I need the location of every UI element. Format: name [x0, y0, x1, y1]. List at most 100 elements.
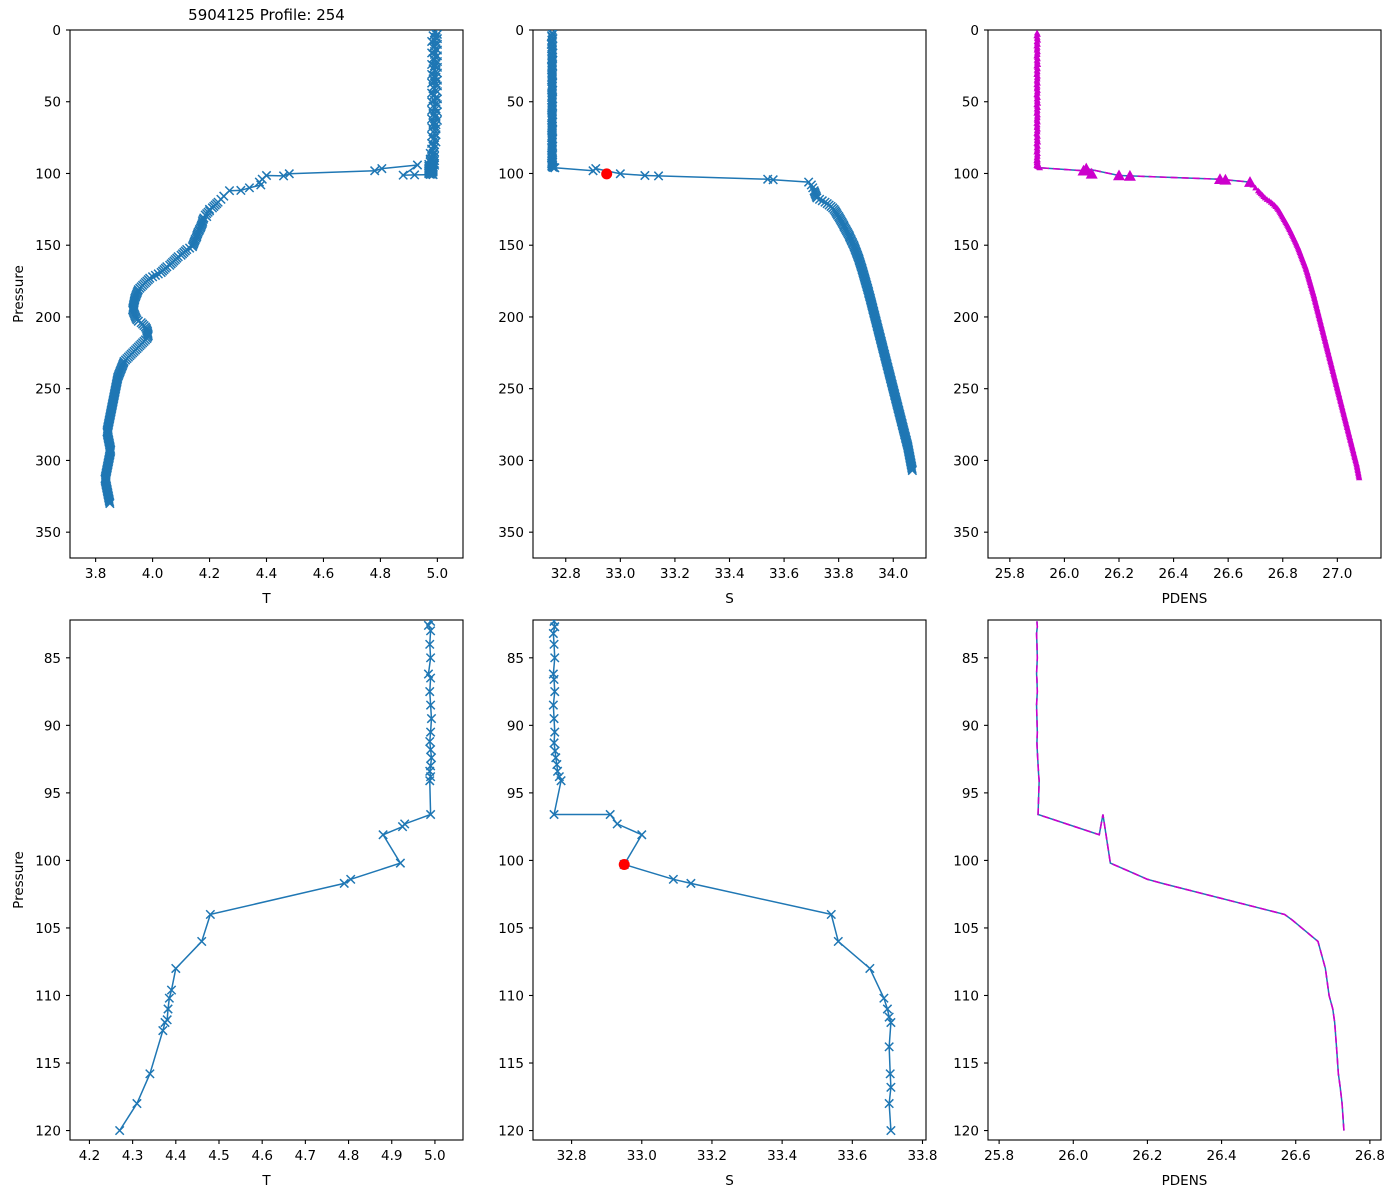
x-tick-label: 33.2 — [660, 566, 690, 582]
y-tick-label: 95 — [44, 786, 61, 802]
data-marker-x — [812, 193, 822, 203]
data-marker-x — [817, 196, 828, 206]
y-tick-label: 150 — [35, 238, 61, 254]
data-marker-triangle — [1036, 164, 1044, 171]
y-axis-label: Pressure — [11, 851, 27, 909]
data-marker-x — [187, 241, 198, 252]
data-marker-triangle — [1219, 173, 1232, 185]
data-marker-x — [884, 1098, 894, 1109]
data-marker-x — [886, 1017, 896, 1028]
data-marker-x — [345, 874, 356, 885]
data-marker-x — [114, 1125, 125, 1136]
data-marker-x — [768, 175, 778, 185]
y-tick-label: 200 — [953, 310, 979, 326]
x-tick-label: 33.4 — [767, 1148, 797, 1164]
data-marker-x — [653, 171, 664, 181]
flagged-point-marker — [601, 168, 613, 180]
data-marker-x — [104, 495, 115, 506]
data-marker-x — [369, 166, 380, 176]
axes-frame — [532, 619, 927, 1141]
y-tick-label: 350 — [953, 525, 979, 541]
y-tick-label: 105 — [35, 921, 61, 937]
data-marker-x — [591, 163, 601, 174]
data-marker-x — [145, 1069, 155, 1079]
x-tick-label: 4.8 — [338, 1148, 359, 1164]
data-marker-x — [548, 162, 559, 173]
data-marker-x — [429, 121, 440, 131]
y-tick-label: 105 — [498, 921, 524, 937]
y-tick-label: 100 — [35, 166, 61, 182]
data-marker-triangle — [1113, 169, 1125, 181]
data-marker-x — [425, 686, 435, 697]
y-tick-label: 100 — [498, 166, 524, 182]
data-marker-x — [605, 809, 615, 820]
data-marker-x — [425, 626, 436, 636]
data-marker-x — [397, 821, 408, 832]
x-tick-label: 26.8 — [1355, 1148, 1385, 1164]
x-tick-label: 33.6 — [769, 566, 799, 582]
data-marker-x — [204, 204, 215, 215]
x-tick-label: 25.8 — [984, 1148, 1014, 1164]
y-tick-label: 0 — [515, 23, 524, 39]
data-marker-x — [425, 775, 435, 786]
data-marker-x — [548, 700, 559, 710]
data-marker-x — [164, 993, 175, 1003]
data-marker-x — [426, 753, 437, 763]
data-marker-x — [156, 267, 166, 278]
x-tick-label: 33.8 — [824, 566, 854, 582]
y-tick-label: 120 — [498, 1124, 524, 1140]
y-tick-label: 105 — [953, 921, 979, 937]
y-tick-label: 300 — [35, 453, 61, 469]
x-tick-label: 34.0 — [878, 566, 908, 582]
data-marker-x — [171, 963, 181, 974]
data-marker-x — [806, 180, 817, 190]
data-marker-x — [425, 169, 435, 180]
data-marker-x — [426, 713, 437, 724]
data-marker-x — [105, 498, 115, 509]
data-marker-x — [882, 1004, 893, 1014]
data-marker-x — [378, 830, 388, 840]
x-tick-label: 32.8 — [551, 566, 581, 582]
data-marker-x — [429, 46, 440, 57]
series-line-PDENS-line — [1035, 32, 1360, 478]
data-marker-x — [426, 131, 437, 141]
y-tick-label: 250 — [953, 382, 979, 398]
data-marker-x — [236, 185, 246, 196]
series-line-T — [119, 620, 433, 1131]
x-tick-label: 4.6 — [313, 566, 334, 582]
series-line-PDENS-markers — [1035, 32, 1360, 478]
data-marker-x — [615, 169, 626, 179]
y-tick-label: 115 — [498, 1056, 524, 1072]
y-tick-label: 85 — [44, 651, 61, 667]
x-tick-label: 33.0 — [627, 1148, 657, 1164]
data-marker-x — [147, 272, 158, 282]
y-tick-label: 0 — [970, 23, 979, 39]
data-marker-x — [884, 1012, 894, 1022]
data-marker-x — [814, 194, 825, 205]
plot-panel-bottom-right-pdens-zoom: 25.8 26.0 26.2 26.4 26.6 26.8 85 90 95 100 105 110 1… — [928, 600, 1400, 1200]
x-tick-label: 27.0 — [1322, 566, 1352, 582]
data-marker-x — [184, 243, 195, 253]
data-marker-x — [377, 163, 387, 174]
data-marker-x — [833, 936, 844, 947]
x-tick-label: 5.0 — [424, 1148, 445, 1164]
data-marker-x — [612, 819, 622, 829]
plot-panel-bottom-left-temperature-zoom: 4.2 4.3 4.4 4.5 4.6 4.7 4.8 4.9 5.0 85 90 95 100 105 1… — [10, 600, 483, 1200]
data-marker-triangle — [1252, 184, 1259, 191]
data-marker-x — [425, 744, 436, 755]
plot-panel-top-middle-salinity: 32.8 33.0 33.2 33.4 33.6 33.8 34.0 0 50 100 150 200… — [473, 10, 946, 618]
axes-frame — [987, 619, 1382, 1141]
y-tick-label: 150 — [953, 238, 979, 254]
data-marker-x — [907, 465, 918, 476]
data-marker-x — [132, 1098, 142, 1109]
data-marker-x — [176, 250, 186, 260]
x-tick-label: 3.8 — [85, 566, 106, 582]
data-marker-x — [429, 76, 440, 87]
x-tick-label: 26.2 — [1132, 1148, 1162, 1164]
data-marker-x — [826, 909, 836, 920]
x-axis-label: T — [261, 1173, 271, 1189]
data-marker-x — [637, 830, 647, 840]
data-marker-triangle — [1249, 181, 1256, 188]
data-marker-x — [549, 674, 559, 685]
